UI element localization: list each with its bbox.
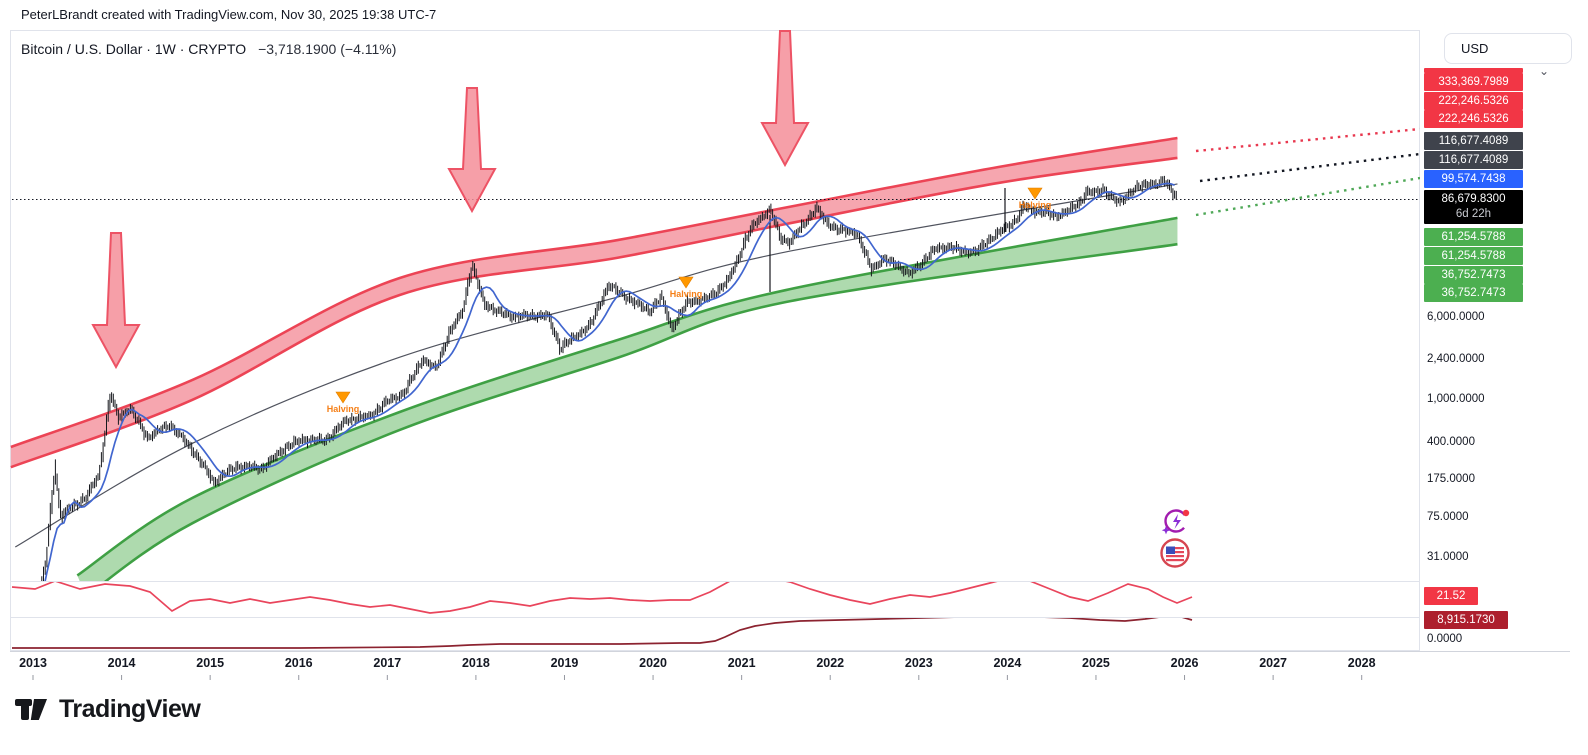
indicator-value-label: 8,915.1730 <box>1424 611 1508 629</box>
current-price-value: 86,679.8300 <box>1441 193 1506 205</box>
time-tick-label: 2020 <box>639 656 667 670</box>
attribution-text: PeterLBrandt created with TradingView.co… <box>21 7 437 22</box>
time-tick-label: 2025 <box>1082 656 1110 670</box>
time-tick-label: 2026 <box>1170 656 1199 670</box>
us-flag-icon[interactable] <box>1160 538 1190 568</box>
time-tick-label: 2018 <box>461 656 490 670</box>
price-value-label: 36,752.7473 <box>1424 266 1523 284</box>
symbol-name: Bitcoin / U.S. Dollar · 1W · CRYPTO <box>21 41 247 57</box>
halving-marker-label: Halving <box>1018 200 1052 210</box>
time-tick-label: 2017 <box>373 656 402 670</box>
tradingview-logo[interactable]: TradingView <box>15 695 201 724</box>
price-value-label: 99,574.7438 <box>1424 170 1523 188</box>
time-tick-label: 2024 <box>993 656 1022 670</box>
time-tick-label: 2019 <box>550 656 579 670</box>
down-arrow <box>91 232 141 370</box>
bar-countdown: 6d 22h <box>1455 208 1492 220</box>
price-tick-label: 175.0000 <box>1427 473 1475 485</box>
current-price-label: 86,679.8300 6d 22h <box>1424 190 1523 224</box>
time-tick-label: 2013 <box>19 656 47 670</box>
price-value-label: 116,677.4089 <box>1424 132 1523 150</box>
time-tick-label: 2015 <box>196 656 225 670</box>
currency-selector-button[interactable]: USD <box>1444 33 1572 64</box>
tradingview-logo-text: TradingView <box>59 695 201 723</box>
price-value-label: 36,752.7473 <box>1424 284 1523 302</box>
time-tick-label: 2016 <box>284 656 313 670</box>
time-tick-label: 2028 <box>1347 656 1376 670</box>
price-tick-label: 1,000.0000 <box>1427 393 1485 405</box>
price-tick-label: 75.0000 <box>1427 511 1469 523</box>
time-tick-label: 2014 <box>107 656 136 670</box>
price-tick-label: 31.0000 <box>1427 551 1469 563</box>
down-arrow <box>760 30 810 168</box>
price-value-label: 333,369.7989 <box>1424 73 1523 91</box>
halving-marker-label: Halving <box>326 404 360 414</box>
price-value-label <box>1424 68 1523 73</box>
price-tick-label: 400.0000 <box>1427 436 1475 448</box>
down-arrow <box>447 87 497 214</box>
time-tick-label: 2021 <box>727 656 756 670</box>
price-value-label: 61,254.5788 <box>1424 228 1523 246</box>
price-value-label: 222,246.5326 <box>1424 92 1523 110</box>
price-tick-label: 0.0000 <box>1427 633 1463 645</box>
time-tick-label: 2027 <box>1259 656 1288 670</box>
halving-marker-label: Halving <box>669 289 703 299</box>
time-tick-label: 2023 <box>904 656 933 670</box>
price-value-label: 61,254.5788 <box>1424 247 1523 265</box>
time-tick-label: 2022 <box>816 656 845 670</box>
chevron-down-icon[interactable]: ⌄ <box>1539 64 1550 78</box>
price-tick-label: 2,400.0000 <box>1427 353 1485 365</box>
price-value-label: 222,246.5326 <box>1424 110 1523 128</box>
tradingview-mark-icon <box>15 698 47 720</box>
price-value-label: 116,677.4089 <box>1424 151 1523 169</box>
indicator-value-label: 21.52 <box>1424 587 1478 605</box>
ai-spark-icon[interactable] <box>1159 506 1191 538</box>
symbol-title: Bitcoin / U.S. Dollar · 1W · CRYPTO −3,71… <box>21 41 396 57</box>
price-change: −3,718.1900 (−4.11%) <box>258 41 397 57</box>
price-tick-label: 6,000.0000 <box>1427 311 1485 323</box>
currency-selector-label: USD <box>1461 41 1489 56</box>
